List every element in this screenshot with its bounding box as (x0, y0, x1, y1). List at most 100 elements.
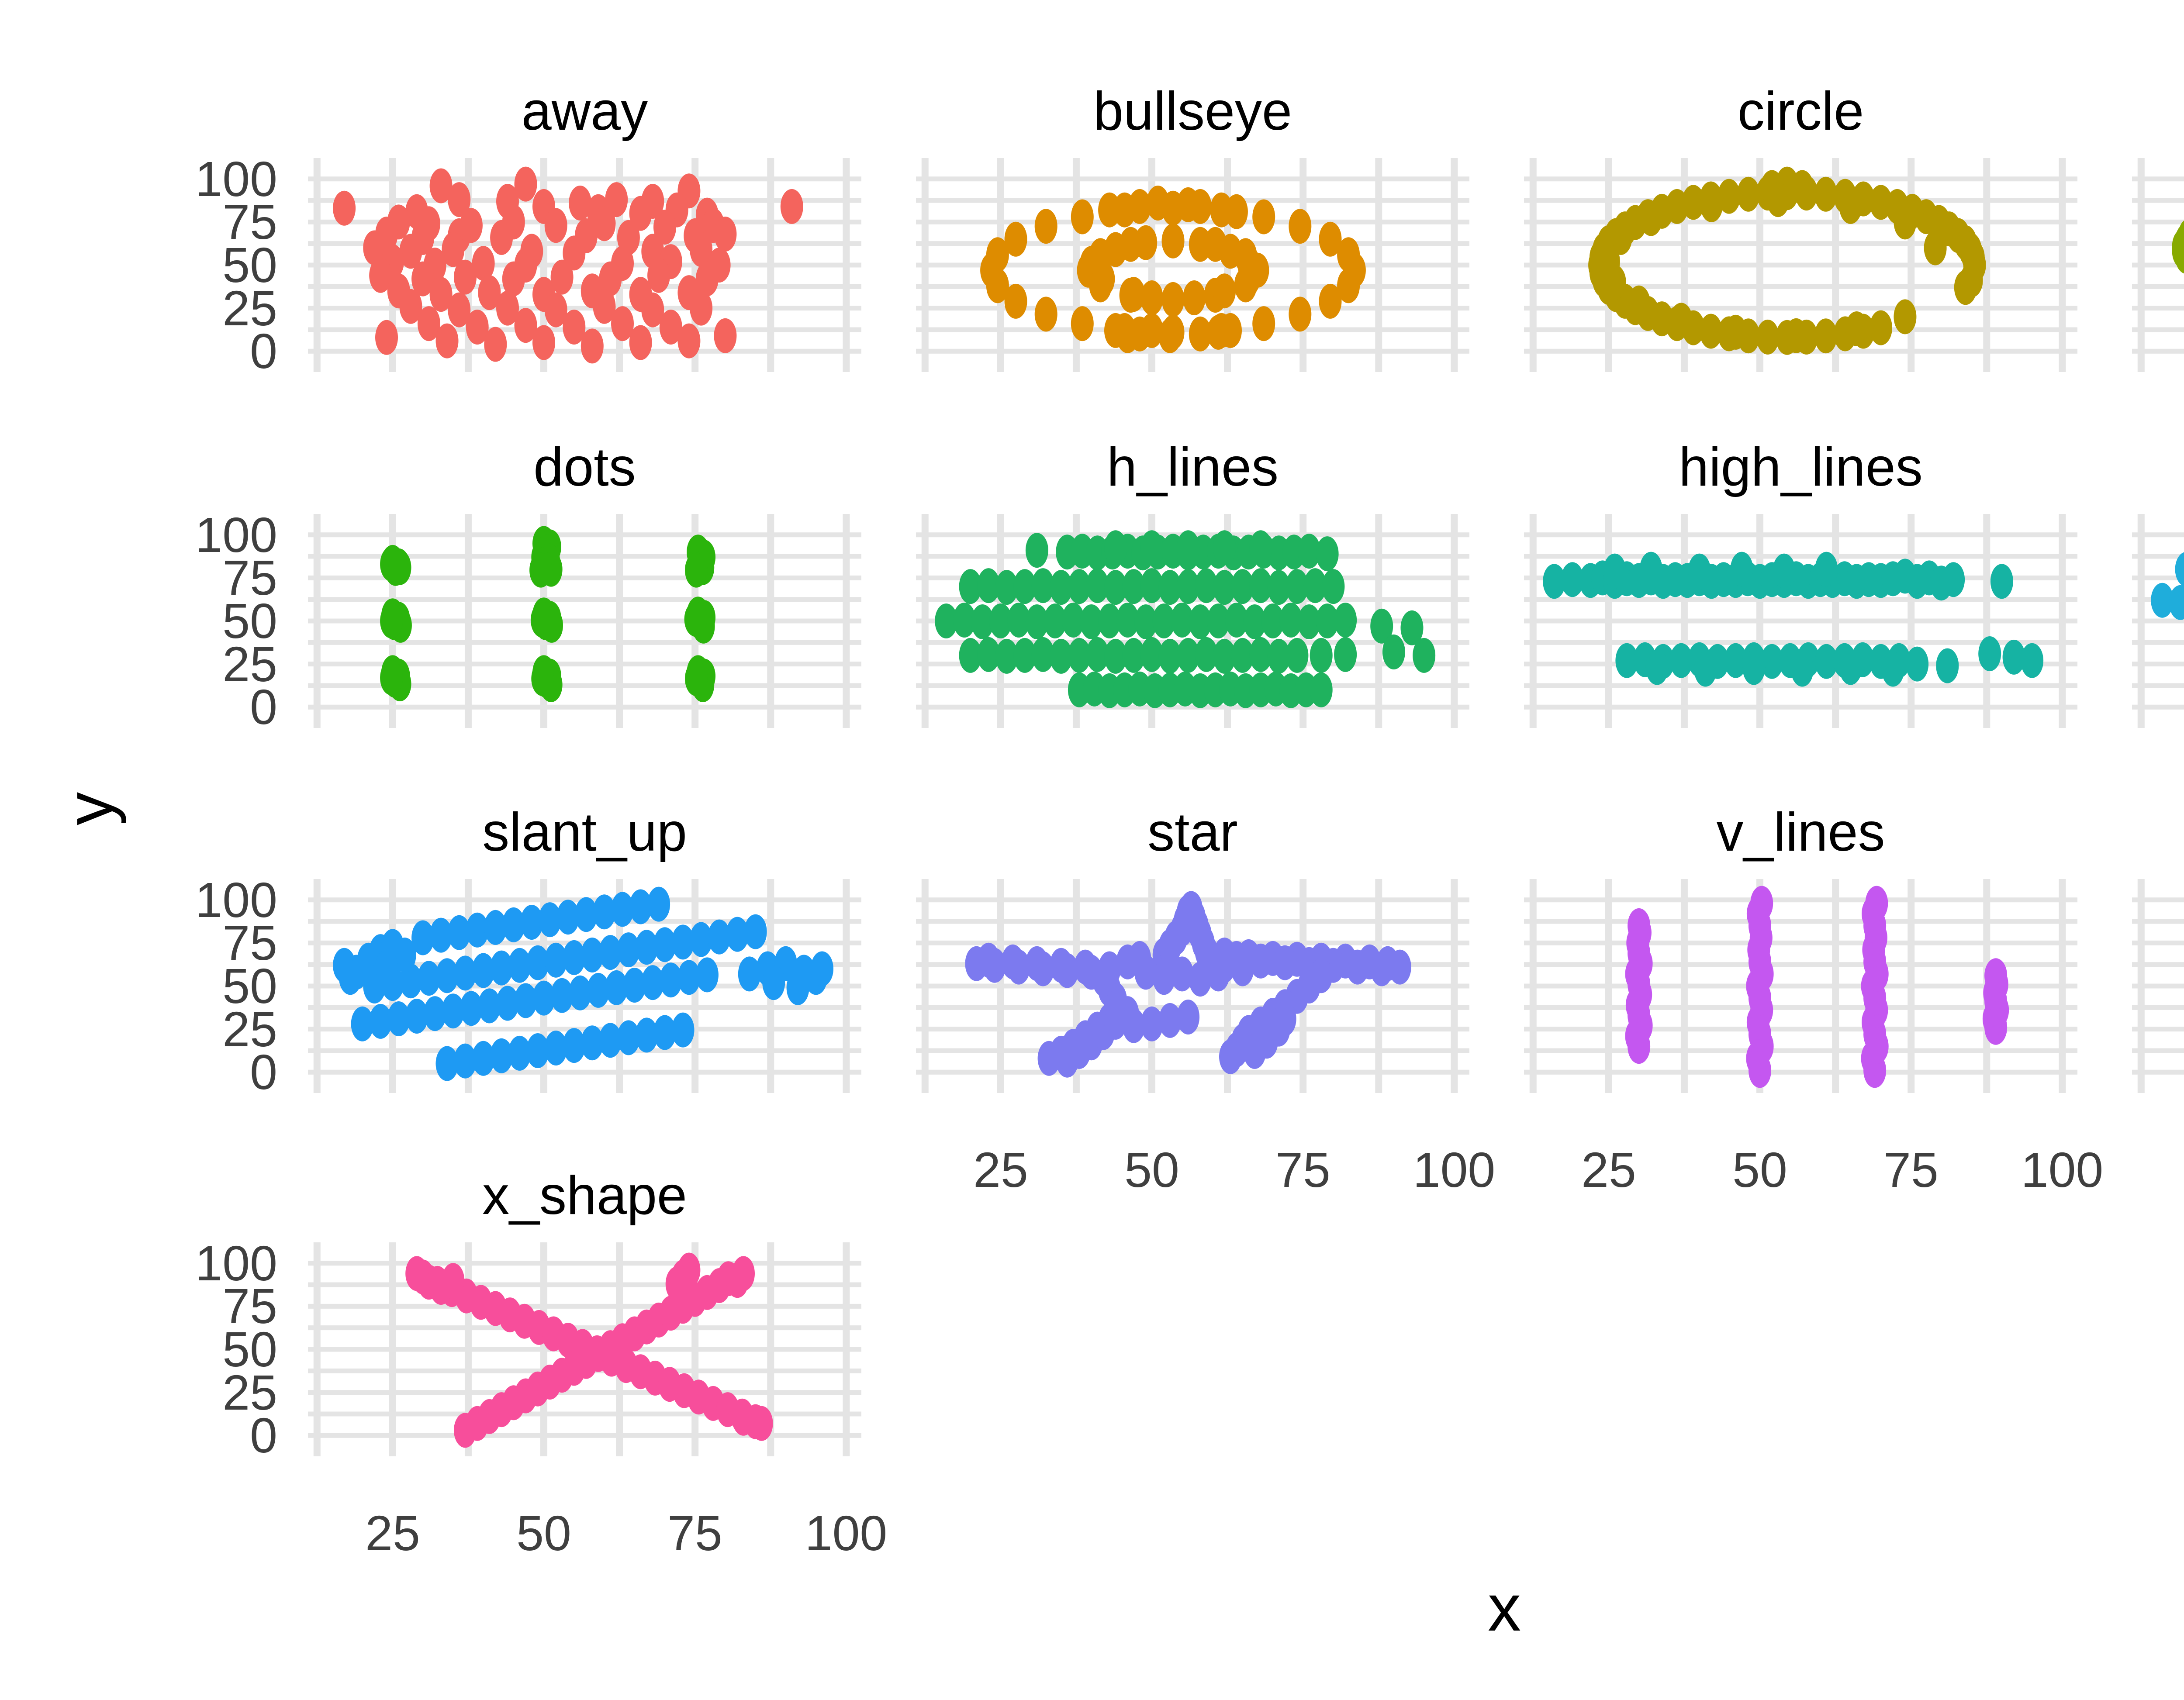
data-point (714, 217, 737, 252)
data-point (508, 948, 531, 983)
data-point (811, 951, 833, 986)
data-point (1319, 221, 1342, 257)
data-point (1140, 568, 1163, 603)
data-point (2181, 250, 2184, 273)
data-point (1213, 948, 1236, 983)
data-point (635, 930, 658, 965)
data-point (685, 552, 708, 588)
data-point (454, 259, 477, 295)
data-point (1050, 570, 1073, 605)
y-tick-label: 75 (222, 1279, 277, 1334)
data-point (1870, 185, 1892, 220)
data-point (593, 894, 616, 930)
data-point (531, 661, 554, 697)
x-tick-label: 75 (1883, 1142, 1939, 1197)
data-point (351, 1006, 374, 1041)
facet-title-circle: circle (1737, 81, 1864, 141)
x-tick-label: 100 (805, 1506, 888, 1561)
data-point (460, 991, 483, 1026)
data-point (375, 949, 398, 985)
data-point (1316, 536, 1339, 572)
data-point (1694, 652, 1717, 687)
data-point (569, 975, 592, 1010)
data-point (1071, 199, 1094, 234)
facet-dots: dots (308, 434, 861, 728)
data-point (744, 914, 767, 949)
facet-title-dino: dino (2132, 79, 2184, 158)
y-tick-label: 50 (222, 593, 277, 648)
facet-title-v_lines: v_lines (1716, 802, 1885, 862)
data-point (995, 638, 1018, 674)
data-point (605, 970, 628, 1005)
data-point (575, 897, 598, 932)
data-point (671, 1012, 695, 1048)
data-point (399, 234, 422, 269)
facet-panel-wide_lines (2132, 879, 2184, 1093)
data-point (1773, 553, 1796, 589)
data-point (641, 965, 664, 1000)
data-point (935, 603, 958, 638)
data-point (1289, 209, 1312, 244)
data-point (1737, 176, 1760, 212)
data-point (1116, 318, 1139, 353)
data-point (1960, 262, 1983, 298)
data-point (1013, 569, 1037, 604)
data-point (1098, 192, 1121, 228)
data-point (732, 1400, 755, 1436)
data-point (959, 638, 982, 673)
x-tick-label: 25 (2147, 1145, 2184, 1195)
y-tick-label: 25 (222, 1365, 277, 1420)
data-point (550, 259, 574, 295)
y-tick-label: 75 (222, 550, 277, 605)
data-point (508, 1035, 531, 1071)
data-point (1104, 232, 1127, 267)
data-point (690, 232, 713, 267)
data-point (448, 292, 471, 328)
data-point (1177, 187, 1200, 222)
data-point (466, 912, 489, 948)
data-point (1050, 638, 1073, 674)
data-point (1334, 603, 1357, 638)
data-point (1007, 603, 1030, 638)
data-point (977, 637, 1000, 672)
data-point (1152, 960, 1175, 995)
data-point (1189, 227, 1212, 262)
data-point (1267, 570, 1290, 605)
facet-v_lines: v_lines (1524, 800, 2077, 1093)
data-point (1724, 643, 1747, 678)
data-point (393, 938, 416, 972)
data-point (1034, 297, 1057, 332)
facet-panel-star (916, 879, 1469, 1093)
data-point (490, 220, 513, 255)
data-point (1140, 280, 1163, 315)
data-point (1942, 562, 1965, 597)
data-point (490, 1038, 513, 1073)
data-point (1839, 650, 1862, 685)
data-point (690, 922, 713, 957)
data-point (1225, 603, 1248, 638)
data-point (1639, 552, 1662, 587)
data-point (502, 907, 525, 942)
data-point (435, 958, 459, 993)
data-point (2175, 552, 2184, 586)
data-point (1171, 603, 1194, 638)
data-point (1319, 283, 1342, 319)
data-point (1249, 637, 1272, 672)
data-point (1034, 209, 1057, 244)
x-tick-label: 75 (667, 1506, 722, 1561)
data-point (563, 310, 586, 345)
data-point (1068, 638, 1091, 673)
data-point (1071, 306, 1094, 341)
data-point (1543, 564, 1566, 599)
data-point (1031, 637, 1054, 672)
facet-panel-away (308, 158, 861, 372)
data-point (466, 310, 489, 345)
data-point (1670, 303, 1693, 338)
data-point (435, 1046, 459, 1081)
data-point (677, 960, 701, 995)
data-point (1213, 570, 1236, 605)
data-point (1645, 650, 1669, 685)
data-point (1177, 638, 1200, 673)
data-point (411, 920, 435, 955)
data-point (1990, 564, 2013, 599)
